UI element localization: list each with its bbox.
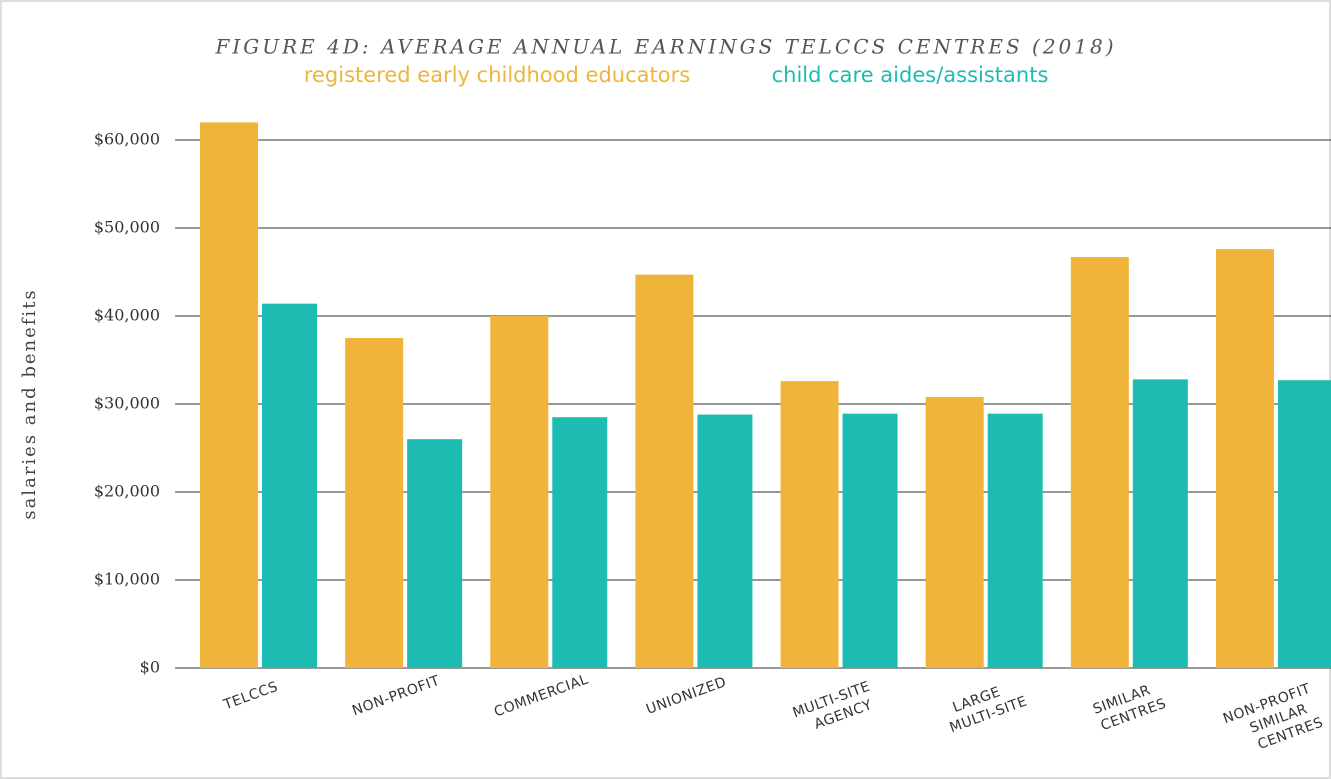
y-tick-label: $30,000 [94,394,160,413]
y-tick-label: $0 [140,658,160,677]
bar [925,396,984,668]
bar [1277,380,1331,668]
bar [697,414,753,668]
legend-entry: child care aides/assistants [772,63,1049,87]
bar [1070,257,1129,668]
bar [262,303,317,668]
y-tick-label: $10,000 [94,570,160,589]
chart-title: FIGURE 4D: AVERAGE ANNUAL EARNINGS TELCC… [214,35,1116,59]
bar [407,439,463,668]
bar [987,413,1043,668]
y-tick-label: $50,000 [94,218,160,237]
bar [842,413,898,668]
bar [552,417,608,668]
bar [780,381,839,668]
y-tick-label: $20,000 [94,482,160,501]
bar [1215,249,1274,668]
bar [1132,379,1188,668]
y-tick-label: $40,000 [94,306,160,325]
bar [200,122,258,668]
y-axis-label: salaries and benefits [19,288,40,519]
y-tick-label: $60,000 [94,130,160,149]
legend-entry: registered early childhood educators [304,63,690,87]
bar [490,316,549,668]
bar [635,274,694,668]
bar [345,338,404,668]
